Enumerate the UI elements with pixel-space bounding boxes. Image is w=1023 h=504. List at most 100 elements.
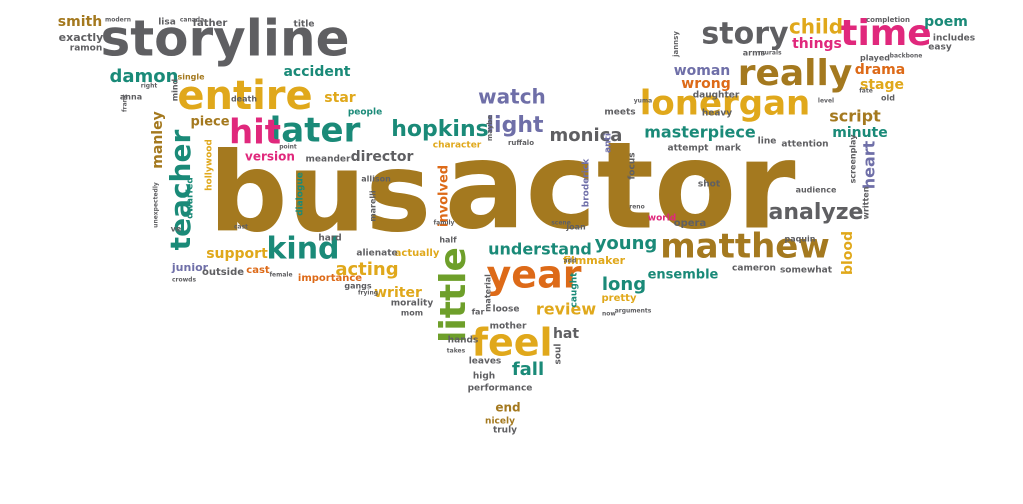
cloud-word-hollywood: hollywood [205, 139, 215, 191]
cloud-word-arms: arms [743, 49, 766, 58]
cloud-word-damon: damon [110, 66, 179, 87]
cloud-word-year: year [487, 253, 582, 297]
cloud-word-paquin: paquin [785, 235, 816, 244]
cloud-word-teacher: teacher [164, 130, 197, 251]
cloud-word-drama: drama [855, 62, 905, 78]
cloud-word-dwarfed: dwarfed [186, 177, 196, 219]
cloud-word-mother: mother [490, 322, 527, 332]
cloud-word-father: father [193, 18, 228, 29]
cloud-word-daughter: daughter [693, 91, 740, 101]
cloud-word-old: old [881, 94, 895, 103]
cloud-word-cameron: cameron [732, 264, 776, 274]
cloud-word-completion: completion [866, 16, 910, 24]
cloud-word-attempt: attempt [668, 144, 710, 154]
cloud-word-blood: blood [840, 231, 856, 275]
cloud-word-canada: canada [180, 17, 204, 24]
cloud-word-understand: understand [488, 240, 592, 259]
cloud-word-kind: kind [266, 232, 339, 267]
cloud-word-half: half [439, 236, 457, 245]
cloud-word-lisa: lisa [158, 18, 176, 28]
cloud-word-death: death [231, 95, 257, 104]
cloud-word-add: add [564, 258, 577, 265]
cloud-word-world: world [648, 214, 676, 224]
cloud-word-watch: watch [478, 85, 546, 109]
cloud-word-dialogue: dialogue [296, 172, 306, 216]
cloud-word-involved: involved [437, 165, 452, 227]
cloud-word-people: people [348, 108, 382, 118]
cloud-word-time: time [840, 13, 931, 54]
cloud-word-director: director [351, 149, 414, 165]
cloud-word-junior: junior [171, 261, 209, 274]
cloud-word-actor: actor [444, 118, 795, 257]
cloud-word-backbone: backbone [890, 53, 923, 60]
cloud-word-performance: performance [468, 384, 533, 394]
cloud-word-bus: bus [209, 128, 432, 256]
cloud-word-child: child [789, 15, 843, 39]
cloud-word-entire: entire [177, 73, 312, 119]
cloud-word-includes: includes [933, 34, 975, 44]
cloud-word-support: support [206, 246, 268, 262]
cloud-word-mom: mom [401, 309, 423, 318]
cloud-word-high: high [473, 372, 495, 382]
cloud-word-maybe: maybe [486, 115, 494, 141]
cloud-word-line: line [758, 137, 777, 147]
cloud-word-loose: loose [493, 305, 520, 315]
cloud-word-somewhat: somewhat [780, 266, 833, 276]
cloud-word-young: young [595, 233, 658, 254]
cloud-word-played: played [860, 54, 890, 63]
cloud-word-things: things [792, 36, 842, 52]
cloud-word-hands: hands [448, 336, 479, 346]
cloud-word-hopkins: hopkins [391, 117, 488, 142]
cloud-word-cast: cast [234, 224, 248, 231]
cloud-word-feel: feel [471, 321, 552, 365]
cloud-word-allison: allison [361, 175, 391, 184]
cloud-word-outside: outside [202, 267, 244, 278]
cloud-word-level: level [818, 98, 834, 105]
cloud-word-ve: ve [171, 225, 182, 234]
cloud-word-hit: hit [229, 113, 281, 153]
cloud-word-audience: audience [796, 186, 837, 195]
cloud-word-point: point [279, 144, 297, 151]
cloud-word-material: material [484, 274, 493, 312]
cloud-word-marelli: marelli [369, 190, 378, 222]
cloud-word-masterpiece: masterpiece [644, 123, 756, 142]
cloud-word-smith: smith [58, 14, 102, 30]
cloud-word-scene: scene [551, 220, 571, 227]
cloud-word-female: female [269, 272, 292, 279]
cloud-word-piece: piece [190, 115, 229, 130]
cloud-word-fate: fate [859, 88, 873, 95]
cloud-word-anti: anti [604, 133, 614, 153]
cloud-word-gangs: gangs [344, 282, 372, 291]
cloud-word-anna: anna [120, 93, 142, 102]
cloud-word-far: far [472, 308, 485, 317]
cloud-word-murals: murals [758, 50, 782, 57]
cloud-word-mark: mark [715, 144, 742, 154]
cloud-word-title: title [294, 20, 315, 30]
cloud-word-light: light [486, 113, 543, 138]
cloud-word-alienate: alienate [356, 249, 397, 259]
cloud-word-yuma: yuma [634, 98, 652, 105]
cloud-word-hard: hard [318, 234, 341, 244]
cloud-word-hat: hat [553, 326, 579, 342]
cloud-word-matthew: matthew [660, 227, 830, 267]
cloud-word-crowds: crowds [172, 277, 196, 284]
cloud-word-exactly: exactly [59, 31, 104, 44]
cloud-word-ruffalo: ruffalo [508, 139, 534, 147]
cloud-word-cast: cast [246, 265, 270, 276]
cloud-word-script: script [829, 107, 881, 126]
cloud-word-star: star [324, 90, 355, 106]
cloud-word-end: end [495, 401, 520, 415]
cloud-word-character: character [433, 141, 482, 151]
cloud-word-attention: attention [781, 140, 828, 150]
cloud-word-jannsy: jannsy [672, 31, 680, 58]
cloud-word-review: review [536, 300, 597, 319]
cloud-word-soul: soul [554, 343, 564, 364]
cloud-word-version: version [245, 150, 295, 164]
cloud-word-little: little [433, 247, 474, 343]
cloud-word-lonergan: lonergan [640, 84, 811, 124]
cloud-word-meets: meets [604, 108, 635, 118]
cloud-word-heart: heart [860, 140, 879, 189]
cloud-word-arguments: arguments [615, 308, 652, 315]
cloud-word-monica: monica [550, 125, 623, 146]
